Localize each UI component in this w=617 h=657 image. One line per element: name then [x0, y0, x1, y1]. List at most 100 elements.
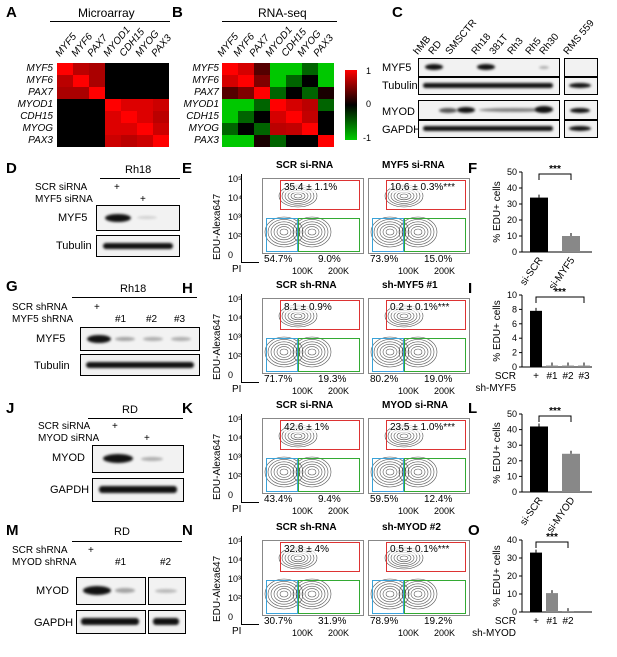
significance-label: *** — [554, 287, 566, 298]
gate-percent-top: 0.2 ± 0.1%*** — [390, 302, 450, 313]
gate-percent-top: 8.1 ± 0.9% — [284, 302, 332, 313]
heatmap-cell — [121, 135, 137, 147]
flow-y-tick: 0 — [228, 370, 234, 380]
flow-x-axis-label: PI — [232, 264, 242, 275]
flow-contour — [370, 424, 438, 488]
heatmap-cell — [105, 63, 121, 75]
flow-x-tick: 100K — [398, 386, 420, 396]
heatmap-cell — [222, 87, 238, 99]
y-tick-label: 4 — [512, 333, 517, 343]
heatmap-row-label: MYF6 — [26, 75, 53, 86]
y-tick-label: 50 — [507, 167, 517, 177]
gate-blue — [266, 218, 298, 252]
lane-mark: + — [112, 421, 118, 432]
gate-blue — [372, 218, 404, 252]
gate-blue — [372, 338, 404, 372]
blot-tubulin — [418, 77, 560, 95]
gate-blue — [266, 580, 298, 614]
heatmap-cell — [286, 63, 302, 75]
flow-y-axis — [241, 414, 242, 502]
heatmap-cell — [318, 87, 334, 99]
heatmap-cell — [89, 87, 105, 99]
significance-label: *** — [549, 406, 561, 417]
flow-y-tick: 10³ — [228, 574, 242, 584]
heatmap-cell — [105, 99, 121, 111]
heatmap-cell — [286, 123, 302, 135]
x-tick-label: + — [533, 616, 539, 627]
gate-blue — [372, 580, 404, 614]
y-tick-label: 10 — [507, 471, 517, 481]
flow-x-axis — [241, 382, 259, 383]
bar — [546, 365, 558, 367]
heatmap-cell — [137, 87, 153, 99]
heatmap-b-grid — [222, 63, 334, 147]
x-tick-label: si-MYOD — [545, 495, 577, 535]
panel-label-i: I — [468, 280, 473, 297]
bar — [562, 236, 580, 252]
y-tick-label: 50 — [507, 409, 517, 419]
heatmap-cell — [105, 135, 121, 147]
gate-green — [404, 580, 466, 614]
blot-label: MYF5 — [382, 62, 412, 74]
lane-mark: + — [88, 545, 94, 556]
gate-percent-bottom-left: 71.7% — [264, 374, 293, 385]
heatmap-cell — [121, 75, 137, 87]
heatmap-cell — [254, 63, 270, 75]
flow-y-tick: 10⁴ — [228, 193, 242, 203]
gate-percent-bottom-left: 30.7% — [264, 616, 293, 627]
heatmap-row-label: PAX3 — [194, 135, 219, 146]
gate-percent-top: 32.8 ± 4% — [284, 544, 329, 555]
row-label: MYOD siRNA — [38, 433, 100, 444]
panel-label-m: M — [6, 522, 19, 539]
flow-x-axis-label: PI — [232, 504, 242, 515]
heatmap-cell — [270, 135, 286, 147]
cell-line-label: RD — [122, 404, 138, 416]
heatmap-cell — [254, 75, 270, 87]
gate-percent-bottom-right: 19.0% — [424, 374, 453, 385]
heatmap-cell — [105, 123, 121, 135]
heatmap-cell — [302, 87, 318, 99]
flow-x-tick: 100K — [292, 386, 314, 396]
heatmap-cell — [270, 87, 286, 99]
panel-label-n: N — [182, 522, 193, 539]
heatmap-cell — [153, 123, 169, 135]
panel-label-l: L — [468, 400, 478, 417]
flow-y-tick: 10⁴ — [228, 313, 242, 323]
blot-label: GAPDH — [34, 617, 74, 629]
blot-label: GAPDH — [50, 484, 90, 496]
blot-d-myf5 — [96, 205, 180, 231]
heatmap-row-label: MYF6 — [192, 75, 219, 86]
heatmap-cell — [121, 111, 137, 123]
y-tick-label: 20 — [507, 456, 517, 466]
flow-y-axis — [241, 536, 242, 624]
flow-x-axis-label: PI — [232, 626, 242, 637]
x-row-label: sh-MYF5 — [475, 383, 516, 394]
flow-plot-title: MYOD si-RNA — [382, 400, 449, 411]
heatmap-cell — [270, 99, 286, 111]
y-tick-label: 2 — [512, 348, 517, 358]
flow-x-tick: 200K — [328, 386, 350, 396]
flow-y-tick: 10⁵ — [228, 414, 242, 424]
heatmap-cell — [254, 111, 270, 123]
heatmap-cell — [302, 63, 318, 75]
x-row-label: SCR — [495, 371, 516, 382]
gate-percent-top: 0.5 ± 0.1%*** — [390, 544, 450, 555]
blot-m-myod — [76, 577, 146, 605]
heatmap-cell — [73, 99, 89, 111]
heatmap-cell — [270, 123, 286, 135]
heatmap-cell — [137, 135, 153, 147]
blot-d-tubulin — [96, 235, 180, 257]
heatmap-cell — [286, 75, 302, 87]
flow-y-tick: 10⁴ — [228, 555, 242, 565]
gate-red — [386, 542, 466, 572]
x-tick-label: #2 — [562, 371, 574, 382]
heatmap-cell — [318, 123, 334, 135]
bar — [530, 310, 542, 367]
heatmap-cell — [73, 75, 89, 87]
x-tick-label: + — [533, 371, 539, 382]
gate-percent-bottom-right: 15.0% — [424, 254, 453, 265]
x-tick-label: #2 — [562, 616, 574, 627]
flow-contour — [264, 184, 332, 248]
y-tick-label: 30 — [507, 199, 517, 209]
